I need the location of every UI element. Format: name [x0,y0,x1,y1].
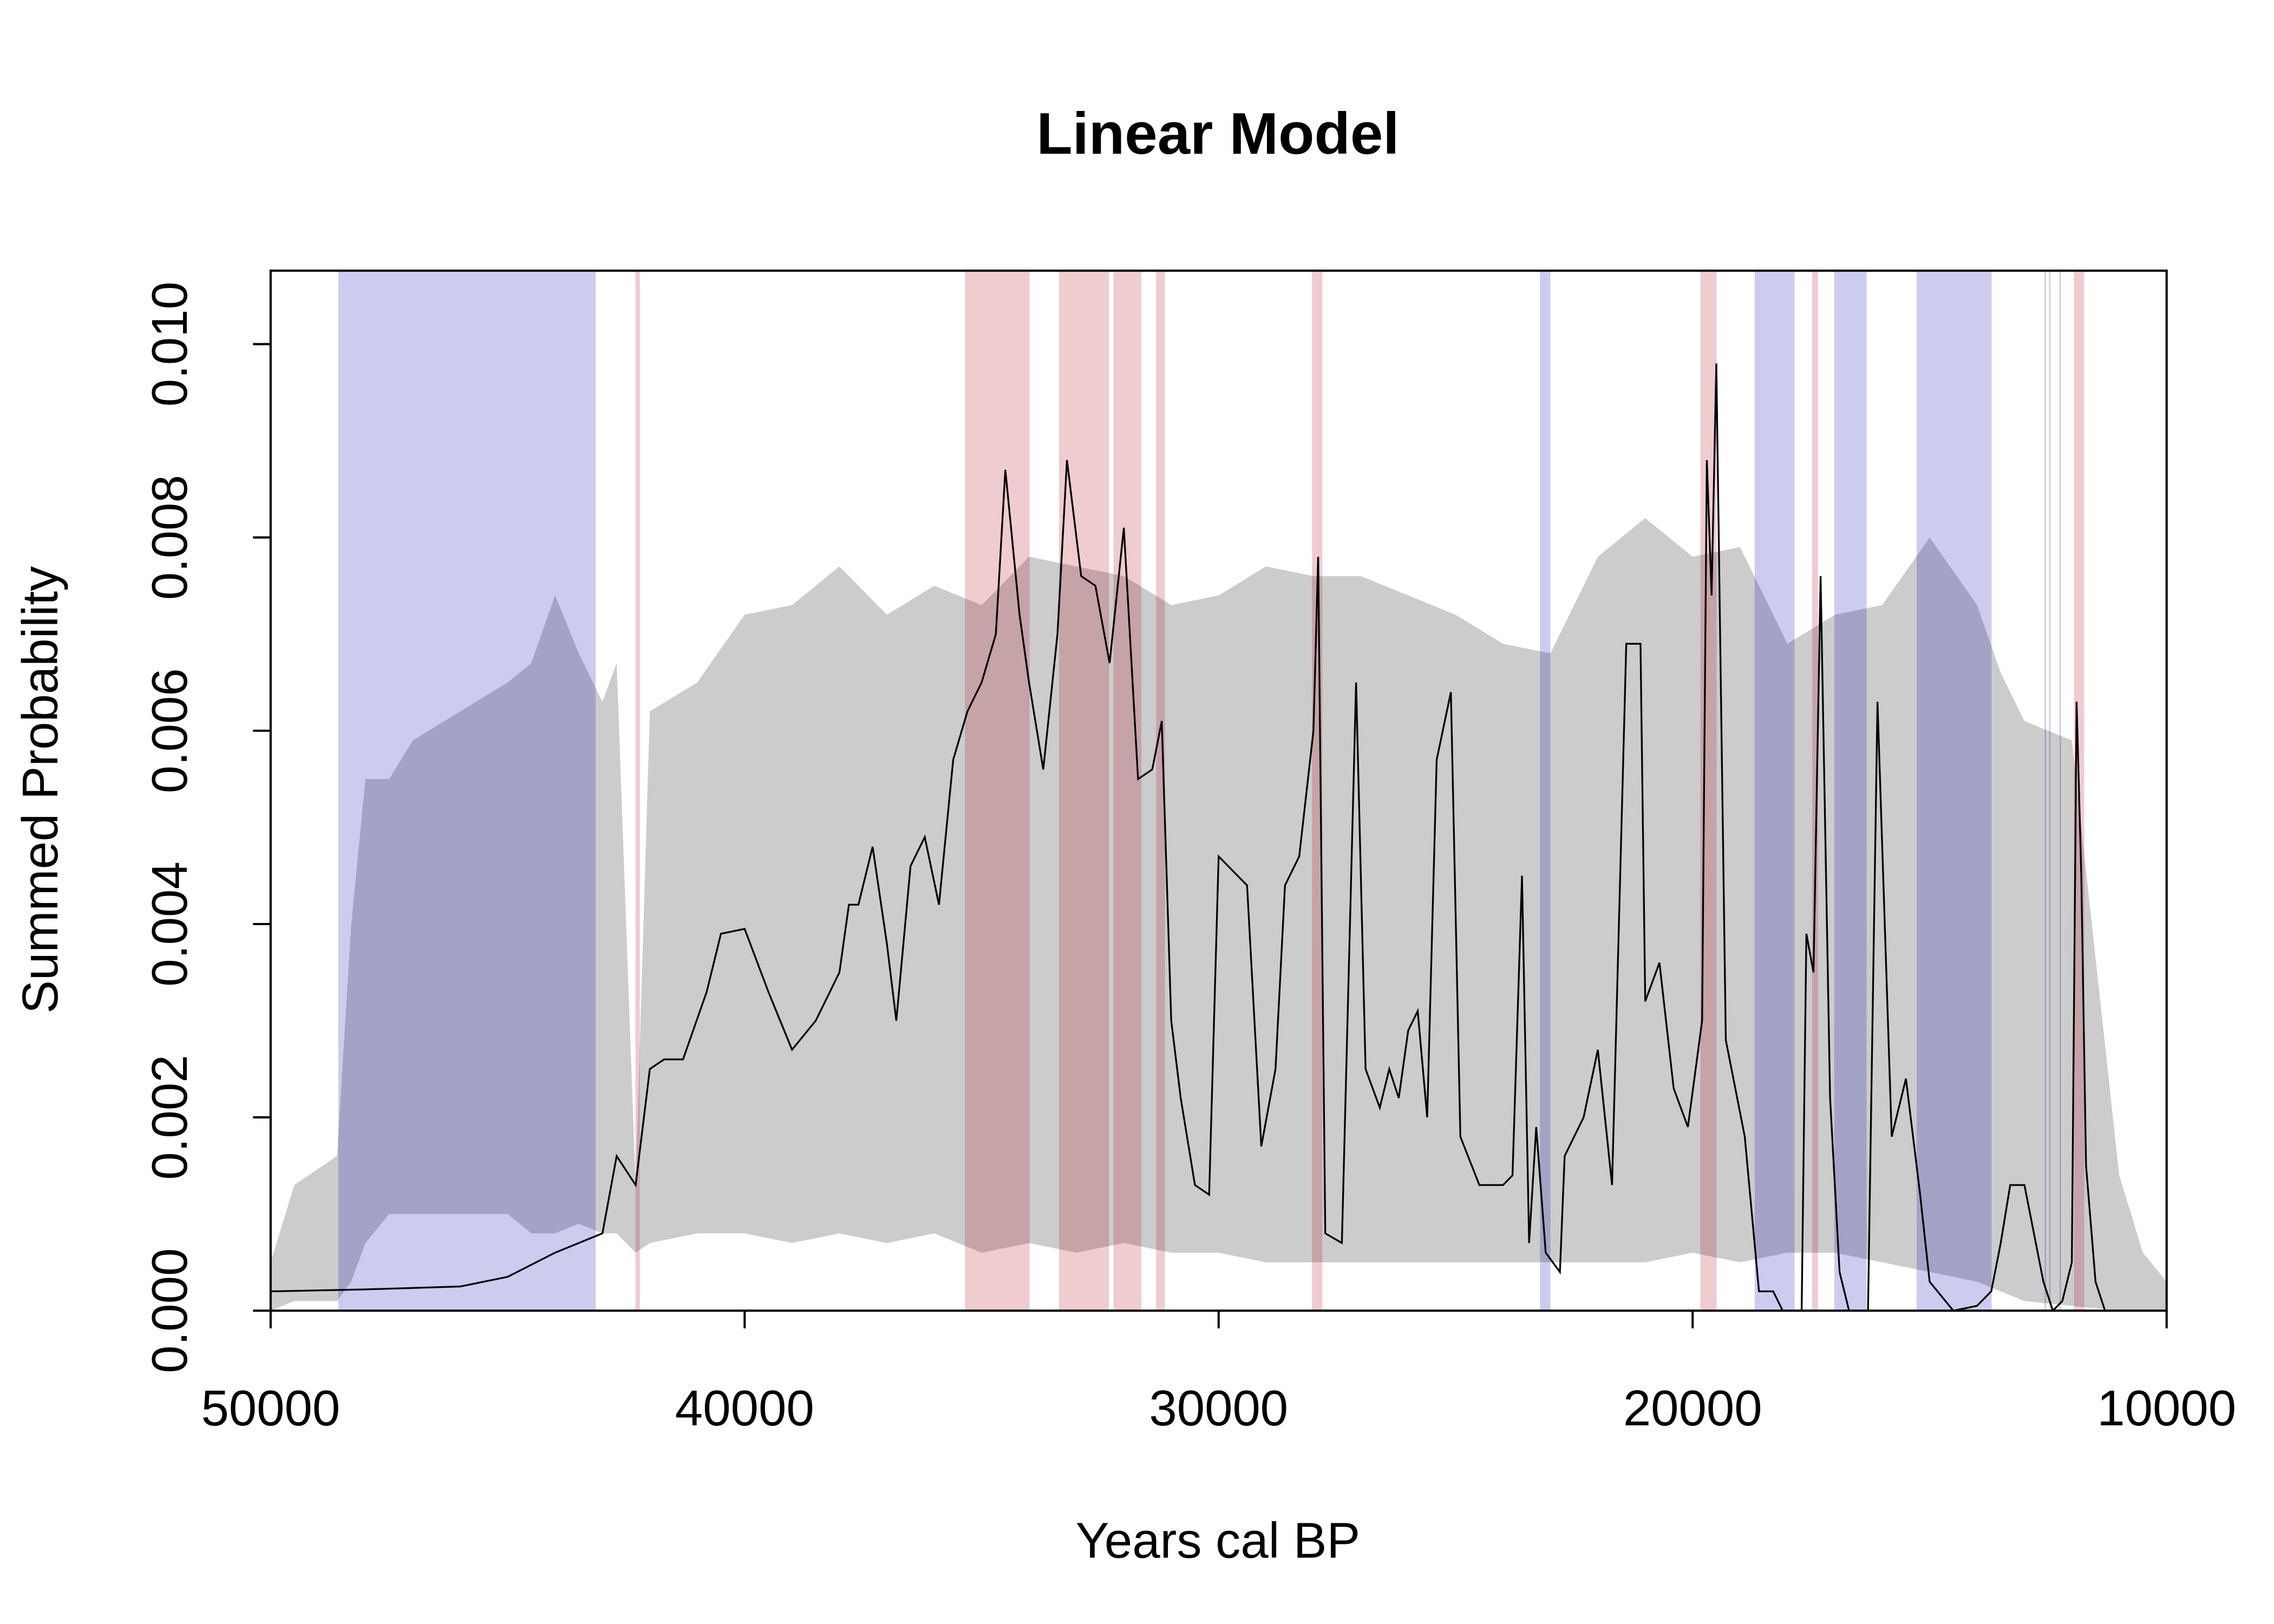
plot-frame [269,269,2168,1312]
y-axis-label: Summed Probability [12,566,68,1014]
shaded-region [2049,271,2051,1311]
shaded-region [2044,271,2046,1311]
x-tick-label: 40000 [675,1380,814,1436]
shaded-region [1834,271,1867,1311]
x-tick-label: 50000 [201,1380,340,1436]
y-tick-label: 0.000 [141,1248,198,1373]
shaded-region [1700,271,1717,1311]
shaded-region [1059,271,1109,1311]
x-tick-label: 20000 [1623,1380,1762,1436]
shaded-region [965,271,1030,1311]
shaded-region [1540,271,1551,1311]
shaded-region [338,271,596,1311]
y-tick-label: 0.008 [141,475,198,600]
shaded-region [1312,271,1323,1311]
line [270,363,2106,1311]
y-tick-label: 0.010 [141,281,198,407]
y-tick-label: 0.004 [141,861,198,986]
shaded-region [1754,271,1795,1311]
shaded-region [1156,271,1165,1311]
shaded-region [2059,271,2061,1311]
shaded-region [1113,271,1142,1311]
envelope [270,518,2167,1311]
shaded-region [635,271,640,1311]
x-tick-label: 10000 [2097,1380,2236,1436]
x-axis-label: Years cal BP [1076,1512,1360,1569]
chart-title: Linear Model [1036,101,1399,167]
y-tick-label: 0.006 [141,668,198,793]
x-tick-label: 30000 [1149,1380,1288,1436]
y-tick-label: 0.002 [141,1055,198,1180]
plot-area [270,271,2167,1311]
shaded-region [1812,271,1818,1311]
shaded-region [1916,271,1992,1311]
